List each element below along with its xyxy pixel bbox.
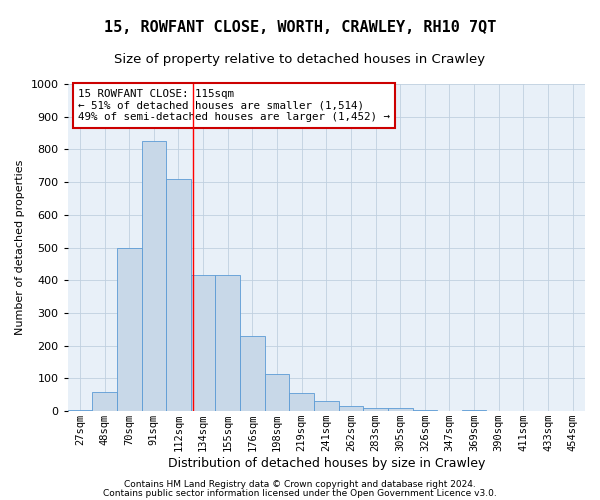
Text: Size of property relative to detached houses in Crawley: Size of property relative to detached ho… [115, 52, 485, 66]
Bar [363, 408, 388, 411]
Bar [265, 374, 289, 411]
Bar [142, 142, 166, 411]
Bar [388, 408, 413, 411]
Bar [92, 392, 117, 411]
Bar [117, 248, 142, 411]
Bar [191, 276, 215, 411]
Text: Contains public sector information licensed under the Open Government Licence v3: Contains public sector information licen… [103, 490, 497, 498]
Text: 15 ROWFANT CLOSE: 115sqm
← 51% of detached houses are smaller (1,514)
49% of sem: 15 ROWFANT CLOSE: 115sqm ← 51% of detach… [78, 89, 390, 122]
Bar [314, 402, 338, 411]
Bar [462, 410, 487, 411]
Bar [338, 406, 363, 411]
Bar [289, 393, 314, 411]
Text: Contains HM Land Registry data © Crown copyright and database right 2024.: Contains HM Land Registry data © Crown c… [124, 480, 476, 489]
Bar [166, 179, 191, 411]
Y-axis label: Number of detached properties: Number of detached properties [15, 160, 25, 336]
X-axis label: Distribution of detached houses by size in Crawley: Distribution of detached houses by size … [167, 457, 485, 470]
Text: 15, ROWFANT CLOSE, WORTH, CRAWLEY, RH10 7QT: 15, ROWFANT CLOSE, WORTH, CRAWLEY, RH10 … [104, 20, 496, 35]
Bar [215, 276, 240, 411]
Bar [413, 410, 437, 411]
Bar [68, 410, 92, 411]
Bar [240, 336, 265, 411]
